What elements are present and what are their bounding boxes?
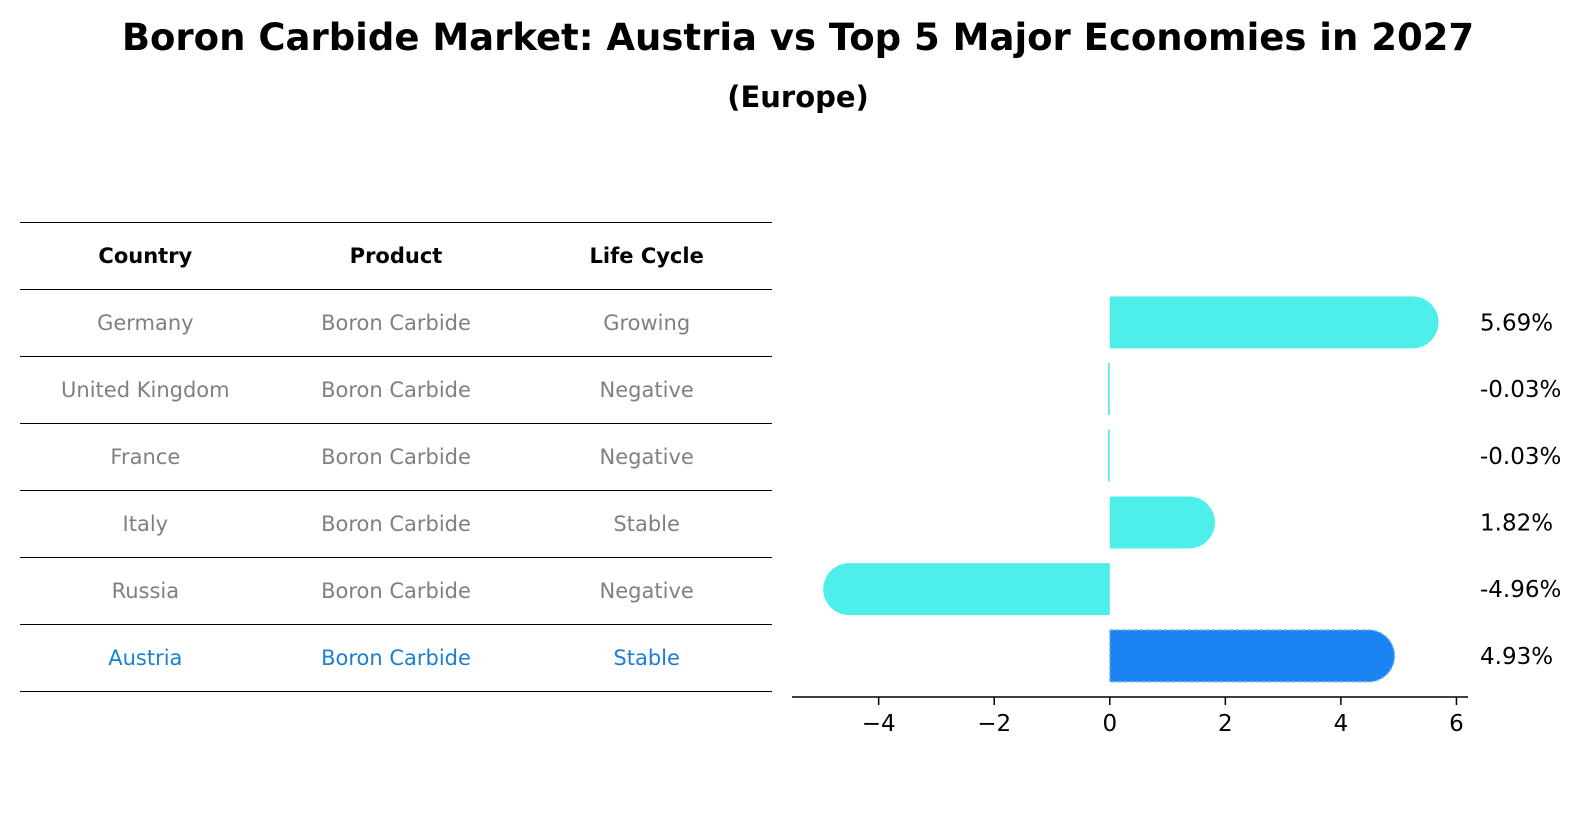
table-row: Italy Boron Carbide Stable — [20, 491, 772, 558]
table-row-highlighted: Austria Boron Carbide Stable — [20, 625, 772, 692]
header-product: Product — [349, 244, 443, 268]
chart-subtitle: (Europe) — [727, 80, 869, 114]
cell-product: Boron Carbide — [321, 512, 471, 536]
value-label: -0.03% — [1480, 377, 1561, 403]
header-country: Country — [98, 244, 193, 268]
cell-life-cycle: Negative — [599, 378, 694, 402]
cell-country: Germany — [97, 311, 194, 335]
cell-life-cycle: Negative — [599, 445, 694, 469]
table-row: France Boron Carbide Negative — [20, 424, 772, 491]
cell-life-cycle: Negative — [599, 579, 694, 603]
bar-russia — [823, 563, 1110, 616]
value-label: 1.82% — [1480, 510, 1553, 536]
cell-product: Boron Carbide — [321, 579, 471, 603]
table-row: Russia Boron Carbide Negative — [20, 558, 772, 625]
x-tick-label: −4 — [862, 711, 896, 737]
cell-product: Boron Carbide — [321, 445, 471, 469]
cell-country: Austria — [108, 646, 183, 670]
value-label: -0.03% — [1480, 444, 1561, 470]
cell-product: Boron Carbide — [321, 378, 471, 402]
bar-united-kingdom — [1108, 363, 1110, 416]
value-label: -4.96% — [1480, 577, 1561, 603]
bar-france — [1108, 429, 1110, 482]
x-tick-label: 6 — [1449, 711, 1464, 737]
cell-product: Boron Carbide — [321, 646, 471, 670]
cell-product: Boron Carbide — [321, 311, 471, 335]
chart-title: Boron Carbide Market: Austria vs Top 5 M… — [121, 16, 1475, 59]
country-table: Country Product Life Cycle Germany Boron… — [20, 222, 772, 692]
bar-austria — [1109, 629, 1396, 683]
value-label: 4.93% — [1480, 644, 1553, 670]
table-header-row: Country Product Life Cycle — [20, 222, 772, 290]
cell-country: Russia — [111, 579, 180, 603]
table-row: United Kingdom Boron Carbide Negative — [20, 357, 772, 424]
cell-country: France — [110, 445, 181, 469]
cell-life-cycle: Growing — [603, 311, 691, 335]
cell-life-cycle: Stable — [613, 512, 680, 536]
x-tick-label: 0 — [1102, 711, 1117, 737]
table-row: Germany Boron Carbide Growing — [20, 290, 772, 357]
value-label: 5.69% — [1480, 310, 1553, 336]
x-tick-label: 4 — [1334, 711, 1349, 737]
cell-country: Italy — [122, 512, 169, 536]
x-tick-label: −2 — [977, 711, 1011, 737]
bar-germany — [1109, 296, 1439, 349]
cell-life-cycle: Stable — [613, 646, 680, 670]
bar-italy — [1109, 496, 1215, 549]
cell-country: United Kingdom — [61, 378, 230, 402]
header-life-cycle: Life Cycle — [589, 244, 704, 268]
x-tick-label: 2 — [1218, 711, 1233, 737]
